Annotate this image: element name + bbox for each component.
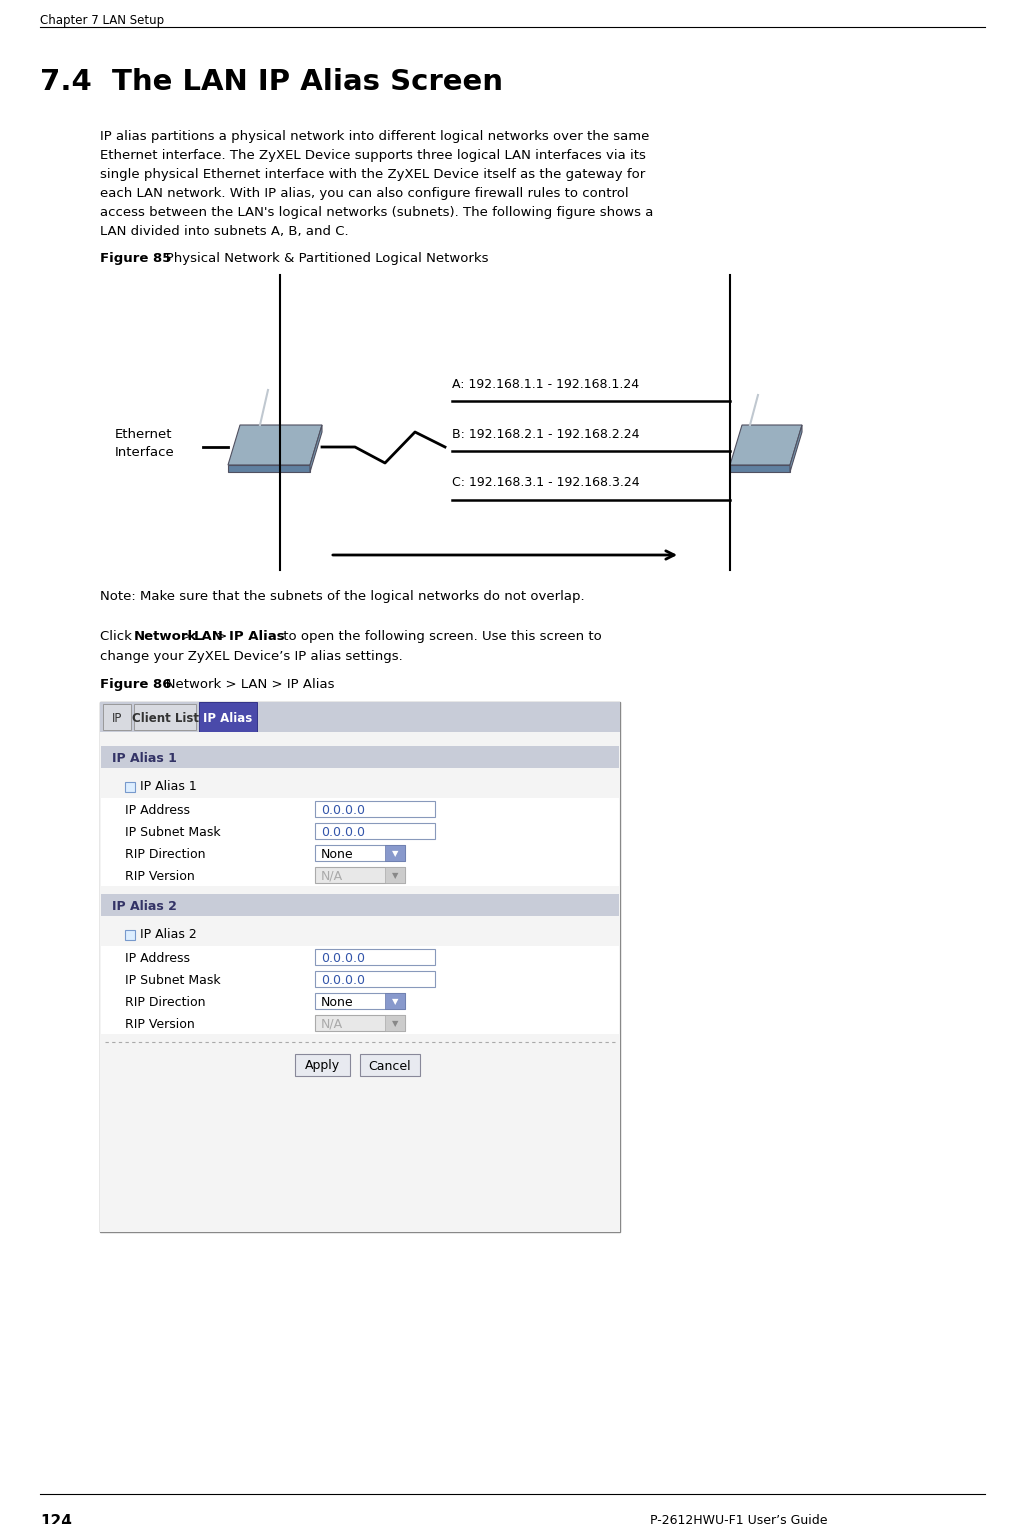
Text: Ethernet interface. The ZyXEL Device supports three logical LAN interfaces via i: Ethernet interface. The ZyXEL Device sup… — [100, 149, 646, 162]
Bar — [315, 949, 435, 965]
Bar — [315, 867, 405, 882]
Text: LAN divided into subnets A, B, and C.: LAN divided into subnets A, B, and C. — [100, 226, 348, 238]
Text: N/A: N/A — [321, 870, 343, 882]
Bar — [385, 867, 405, 882]
Bar — [101, 968, 619, 991]
Text: IP Alias: IP Alias — [203, 712, 252, 724]
Bar — [315, 802, 435, 817]
Text: ▼: ▼ — [392, 849, 399, 858]
Text: change your ZyXEL Device’s IP alias settings.: change your ZyXEL Device’s IP alias sett… — [100, 651, 403, 663]
Text: IP Address: IP Address — [125, 803, 190, 817]
Text: None: None — [321, 995, 354, 1009]
Text: 0.0.0.0: 0.0.0.0 — [321, 803, 365, 817]
Text: IP Address: IP Address — [125, 951, 190, 965]
Text: RIP Version: RIP Version — [125, 1018, 195, 1030]
Bar — [125, 782, 135, 792]
Bar — [315, 823, 435, 840]
Text: IP Alias 1: IP Alias 1 — [112, 751, 177, 765]
Text: access between the LAN's logical networks (subnets). The following figure shows : access between the LAN's logical network… — [100, 206, 653, 219]
Text: >: > — [177, 629, 197, 643]
Polygon shape — [790, 425, 802, 472]
Bar — [315, 1015, 405, 1032]
Text: 0.0.0.0: 0.0.0.0 — [321, 974, 365, 986]
Bar — [101, 747, 619, 768]
Polygon shape — [730, 425, 802, 465]
Bar — [100, 703, 620, 1231]
Text: RIP Direction: RIP Direction — [125, 995, 205, 1009]
Text: Apply: Apply — [305, 1059, 340, 1073]
Text: single physical Ethernet interface with the ZyXEL Device itself as the gateway f: single physical Ethernet interface with … — [100, 168, 646, 181]
Text: None: None — [321, 847, 354, 861]
Bar — [385, 994, 405, 1009]
Text: RIP Version: RIP Version — [125, 870, 195, 882]
Bar — [101, 946, 619, 968]
Bar — [360, 1055, 420, 1076]
Text: to open the following screen. Use this screen to: to open the following screen. Use this s… — [279, 629, 602, 643]
Text: >: > — [212, 629, 232, 643]
Text: ▼: ▼ — [392, 1020, 399, 1029]
Text: IP Subnet Mask: IP Subnet Mask — [125, 826, 220, 838]
Bar — [315, 994, 405, 1009]
Text: Network: Network — [133, 629, 197, 643]
Text: B: 192.168.2.1 - 192.168.2.24: B: 192.168.2.1 - 192.168.2.24 — [452, 428, 640, 442]
Polygon shape — [730, 465, 790, 472]
Bar — [101, 732, 619, 747]
Bar — [385, 844, 405, 861]
Text: IP Alias 1: IP Alias 1 — [140, 780, 197, 794]
Text: P-2612HWU-F1 User’s Guide: P-2612HWU-F1 User’s Guide — [650, 1513, 827, 1524]
Bar — [100, 703, 620, 732]
Text: Interface: Interface — [115, 447, 174, 460]
Polygon shape — [228, 465, 310, 472]
Bar — [101, 820, 619, 841]
Bar — [295, 1055, 350, 1076]
Text: ▼: ▼ — [392, 998, 399, 1006]
Bar — [101, 991, 619, 1012]
Bar — [199, 703, 257, 732]
Bar — [315, 971, 435, 988]
Text: Physical Network & Partitioned Logical Networks: Physical Network & Partitioned Logical N… — [153, 251, 489, 265]
Bar — [101, 799, 619, 820]
Text: 124: 124 — [40, 1513, 72, 1524]
Bar — [134, 704, 196, 730]
Polygon shape — [310, 425, 322, 472]
Text: IP Alias 2: IP Alias 2 — [140, 928, 197, 942]
Text: LAN: LAN — [194, 629, 223, 643]
Text: IP Alias: IP Alias — [230, 629, 285, 643]
Bar — [101, 1012, 619, 1033]
Polygon shape — [228, 425, 322, 465]
Text: IP: IP — [112, 712, 122, 724]
Text: Figure 86: Figure 86 — [100, 678, 171, 690]
Text: ▼: ▼ — [392, 872, 399, 881]
Text: Network > LAN > IP Alias: Network > LAN > IP Alias — [153, 678, 334, 690]
Text: IP Alias 2: IP Alias 2 — [112, 899, 177, 913]
Bar — [101, 895, 619, 916]
Text: 0.0.0.0: 0.0.0.0 — [321, 826, 365, 838]
Bar — [125, 930, 135, 940]
Text: Cancel: Cancel — [369, 1059, 411, 1073]
Text: 7.4  The LAN IP Alias Screen: 7.4 The LAN IP Alias Screen — [40, 69, 503, 96]
Text: Client List: Client List — [131, 712, 199, 724]
Bar — [101, 864, 619, 885]
Text: A: 192.168.1.1 - 192.168.1.24: A: 192.168.1.1 - 192.168.1.24 — [452, 378, 640, 392]
Text: Click: Click — [100, 629, 136, 643]
Bar — [102, 704, 131, 730]
Bar — [101, 841, 619, 864]
Text: Figure 85: Figure 85 — [100, 251, 171, 265]
Bar — [385, 1015, 405, 1032]
Text: N/A: N/A — [321, 1018, 343, 1030]
Text: RIP Direction: RIP Direction — [125, 847, 205, 861]
Text: IP alias partitions a physical network into different logical networks over the : IP alias partitions a physical network i… — [100, 130, 650, 143]
Bar — [315, 844, 405, 861]
Text: each LAN network. With IP alias, you can also configure firewall rules to contro: each LAN network. With IP alias, you can… — [100, 187, 628, 200]
Text: 0.0.0.0: 0.0.0.0 — [321, 951, 365, 965]
Text: Chapter 7 LAN Setup: Chapter 7 LAN Setup — [40, 14, 164, 27]
Text: Ethernet: Ethernet — [115, 428, 172, 442]
Text: C: 192.168.3.1 - 192.168.3.24: C: 192.168.3.1 - 192.168.3.24 — [452, 475, 640, 489]
Bar — [100, 732, 620, 1231]
Text: Note: Make sure that the subnets of the logical networks do not overlap.: Note: Make sure that the subnets of the … — [100, 590, 584, 604]
Text: IP Subnet Mask: IP Subnet Mask — [125, 974, 220, 986]
